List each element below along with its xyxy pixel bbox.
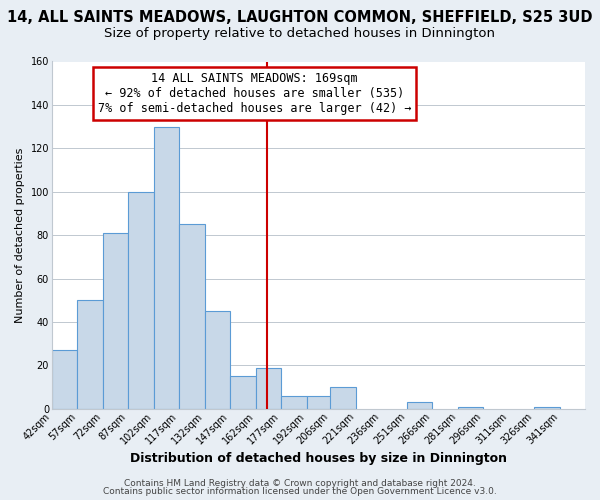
Bar (52, 350, 77, 409)
Bar (179, 224, 205, 409)
Bar (534, 406, 560, 409)
Bar (77, 300, 103, 409)
Bar (307, 396, 332, 409)
Bar (230, 376, 256, 409)
X-axis label: Distribution of detached houses by size in Dinnington: Distribution of detached houses by size … (130, 452, 507, 465)
Bar (407, 402, 432, 409)
Bar (256, 368, 281, 409)
Bar (458, 406, 483, 409)
Y-axis label: Number of detached properties: Number of detached properties (15, 148, 25, 323)
Text: Contains public sector information licensed under the Open Government Licence v3: Contains public sector information licen… (103, 487, 497, 496)
Bar (128, 192, 154, 409)
Bar (281, 396, 307, 409)
Bar (205, 311, 230, 409)
Text: Size of property relative to detached houses in Dinnington: Size of property relative to detached ho… (104, 28, 496, 40)
Text: Contains HM Land Registry data © Crown copyright and database right 2024.: Contains HM Land Registry data © Crown c… (124, 478, 476, 488)
Bar (154, 126, 179, 409)
Bar (331, 387, 356, 409)
Bar (103, 233, 128, 409)
Text: 14 ALL SAINTS MEADOWS: 169sqm
← 92% of detached houses are smaller (535)
7% of s: 14 ALL SAINTS MEADOWS: 169sqm ← 92% of d… (98, 72, 411, 115)
Text: 14, ALL SAINTS MEADOWS, LAUGHTON COMMON, SHEFFIELD, S25 3UD: 14, ALL SAINTS MEADOWS, LAUGHTON COMMON,… (7, 10, 593, 25)
